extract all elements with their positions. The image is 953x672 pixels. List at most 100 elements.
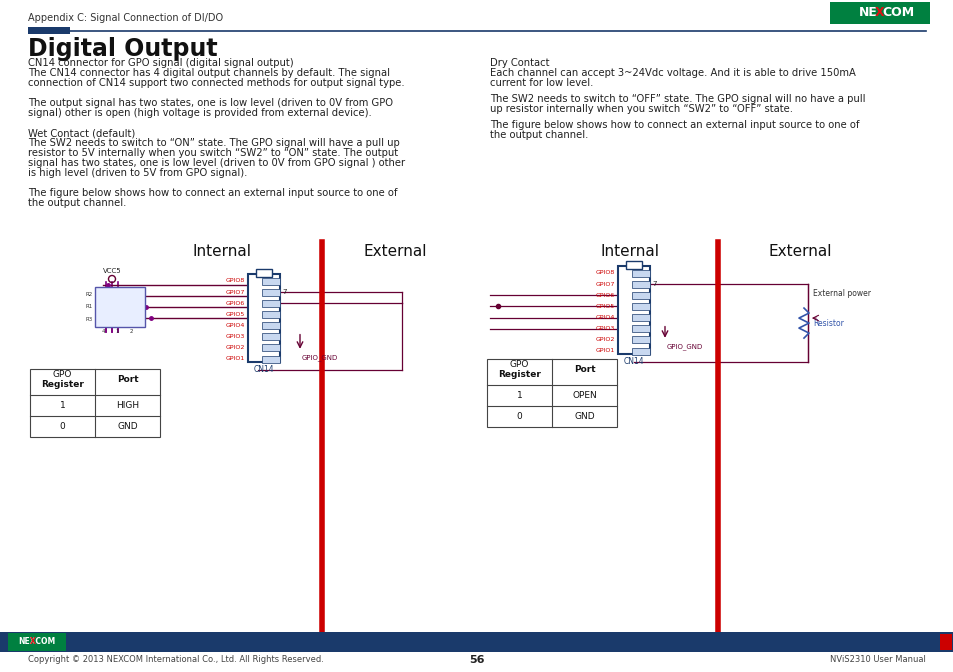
Text: 14: 14 — [619, 293, 627, 298]
Text: Register: Register — [41, 380, 84, 389]
Text: 15: 15 — [619, 282, 627, 287]
Text: signal has two states, one is low level (driven to 0V from GPO signal ) other: signal has two states, one is low level … — [28, 158, 405, 168]
Text: OPEN: OPEN — [572, 391, 597, 400]
Text: X: X — [30, 638, 36, 646]
Text: The figure below shows how to connect an external input source to one of: The figure below shows how to connect an… — [490, 120, 859, 130]
Text: 7: 7 — [651, 281, 656, 287]
Text: Copyright © 2013 NEXCOM International Co., Ltd. All Rights Reserved.: Copyright © 2013 NEXCOM International Co… — [28, 655, 323, 664]
Text: current for low level.: current for low level. — [490, 78, 593, 88]
Text: 16: 16 — [250, 278, 257, 284]
Text: the output channel.: the output channel. — [28, 198, 126, 208]
Text: Appendix C: Signal Connection of DI/DO: Appendix C: Signal Connection of DI/DO — [28, 13, 223, 23]
Text: up resistor internally when you switch “SW2” to “OFF” state.: up resistor internally when you switch “… — [490, 104, 792, 114]
Text: Resistor: Resistor — [812, 319, 843, 327]
Text: R2: R2 — [86, 292, 92, 297]
Bar — [632, 337, 649, 343]
Text: GPIO6: GPIO6 — [226, 301, 245, 306]
Text: 15: 15 — [250, 290, 257, 294]
Text: GPIO_GND: GPIO_GND — [302, 355, 338, 362]
Text: 11: 11 — [619, 326, 626, 331]
Text: GPIO3: GPIO3 — [226, 334, 245, 339]
Text: Each channel can accept 3~24Vdc voltage. And it is able to drive 150mA: Each channel can accept 3~24Vdc voltage.… — [490, 68, 855, 78]
Bar — [632, 281, 649, 288]
Bar — [255, 269, 272, 277]
Text: GPIO5: GPIO5 — [595, 304, 615, 309]
Bar — [262, 300, 280, 307]
Bar — [30, 369, 160, 437]
Text: Dry Contact: Dry Contact — [490, 58, 549, 68]
Text: The CN14 connector has 4 digital output channels by default. The signal: The CN14 connector has 4 digital output … — [28, 68, 390, 78]
Text: 0: 0 — [517, 412, 522, 421]
Text: GPIO7: GPIO7 — [595, 282, 615, 287]
Bar — [829, 2, 929, 24]
Text: GPIO5: GPIO5 — [226, 312, 245, 317]
Bar — [632, 314, 649, 321]
Text: GPIO7: GPIO7 — [226, 290, 245, 294]
Text: NViS2310 User Manual: NViS2310 User Manual — [829, 655, 925, 664]
Text: CN14: CN14 — [623, 357, 643, 366]
Text: R3: R3 — [86, 317, 92, 322]
Text: 4: 4 — [101, 329, 105, 334]
Text: GPO: GPO — [52, 370, 72, 379]
Bar — [926, 634, 938, 650]
Text: CN14 connector for GPO signal (digital signal output): CN14 connector for GPO signal (digital s… — [28, 58, 294, 68]
Text: Port: Port — [116, 375, 138, 384]
Text: 1: 1 — [59, 401, 66, 410]
Bar — [262, 355, 280, 362]
Bar — [625, 261, 641, 269]
Bar — [632, 303, 649, 310]
Text: 9: 9 — [619, 349, 623, 353]
Text: The SW2 needs to switch to “OFF” state. The GPO signal will no have a pull: The SW2 needs to switch to “OFF” state. … — [490, 94, 864, 104]
Text: 14: 14 — [250, 301, 257, 306]
Bar — [262, 344, 280, 351]
Text: GPIO8: GPIO8 — [226, 278, 245, 284]
Text: 10: 10 — [619, 337, 627, 342]
Text: 13: 13 — [619, 304, 627, 309]
Text: Port: Port — [573, 365, 595, 374]
Bar — [248, 274, 280, 362]
Bar — [262, 278, 280, 284]
Text: 1: 1 — [115, 329, 118, 334]
Bar — [486, 359, 617, 427]
Text: External: External — [767, 244, 831, 259]
Text: The figure below shows how to connect an external input source to one of: The figure below shows how to connect an… — [28, 188, 397, 198]
Text: CN14: CN14 — [253, 365, 274, 374]
Text: The SW2 needs to switch to “ON” state. The GPO signal will have a pull up: The SW2 needs to switch to “ON” state. T… — [28, 138, 399, 148]
Text: GPIO_GND: GPIO_GND — [666, 343, 702, 351]
Text: Internal: Internal — [599, 244, 659, 259]
Text: GPO: GPO — [509, 360, 529, 369]
Text: GPIO6: GPIO6 — [595, 293, 615, 298]
Bar — [632, 269, 649, 276]
Bar — [632, 347, 649, 355]
Text: 13: 13 — [250, 312, 257, 317]
Text: 11: 11 — [250, 334, 257, 339]
Text: 56: 56 — [469, 655, 484, 665]
Text: The output signal has two states, one is low level (driven to 0V from GPO: The output signal has two states, one is… — [28, 98, 393, 108]
Bar — [95, 287, 145, 327]
Text: the output channel.: the output channel. — [490, 130, 588, 140]
Text: GPIO2: GPIO2 — [226, 345, 245, 350]
Text: Register: Register — [497, 370, 540, 379]
Text: External: External — [363, 244, 426, 259]
Text: 7: 7 — [282, 289, 286, 295]
Text: Wet Contact (default): Wet Contact (default) — [28, 128, 135, 138]
Text: GPIO1: GPIO1 — [595, 349, 615, 353]
Bar — [632, 325, 649, 332]
Text: 12: 12 — [619, 315, 627, 320]
Bar — [262, 333, 280, 340]
Text: signal) other is open (high voltage is provided from external device).: signal) other is open (high voltage is p… — [28, 108, 372, 118]
Bar — [8, 633, 66, 651]
Bar — [262, 289, 280, 296]
Text: 1: 1 — [517, 391, 522, 400]
Text: GPIO4: GPIO4 — [595, 315, 615, 320]
Text: NEXCOM: NEXCOM — [18, 638, 55, 646]
Text: connection of CN14 support two connected methods for output signal type.: connection of CN14 support two connected… — [28, 78, 404, 88]
Text: GPIO8: GPIO8 — [595, 271, 615, 276]
Bar — [262, 311, 280, 318]
Text: GPIO3: GPIO3 — [595, 326, 615, 331]
Text: 2: 2 — [129, 329, 132, 334]
Text: X: X — [874, 7, 883, 19]
Text: External power: External power — [812, 289, 870, 298]
Text: 0: 0 — [59, 422, 66, 431]
Text: GPIO1: GPIO1 — [226, 357, 245, 362]
